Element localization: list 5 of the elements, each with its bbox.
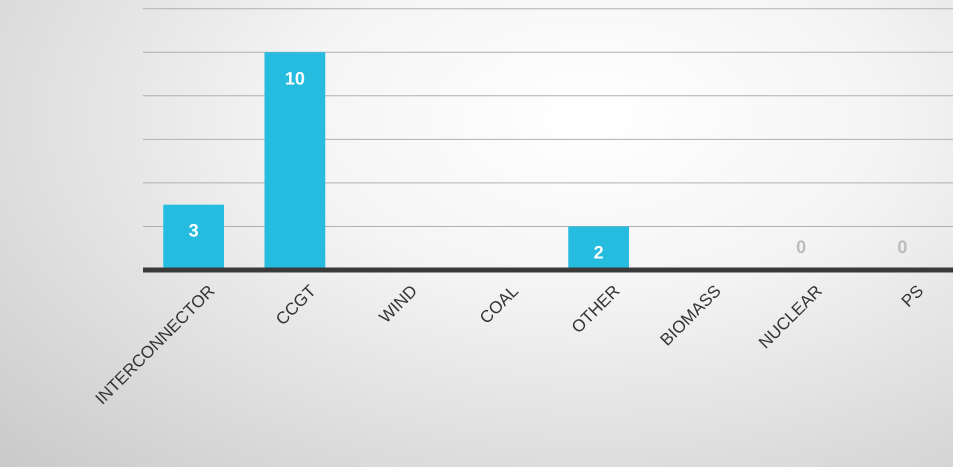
data-label: 3 — [188, 220, 199, 241]
data-label: 10 — [284, 68, 305, 88]
data-label: 0 — [796, 237, 806, 257]
x-tick-label: PS — [898, 281, 928, 311]
data-label: 2 — [594, 242, 604, 262]
